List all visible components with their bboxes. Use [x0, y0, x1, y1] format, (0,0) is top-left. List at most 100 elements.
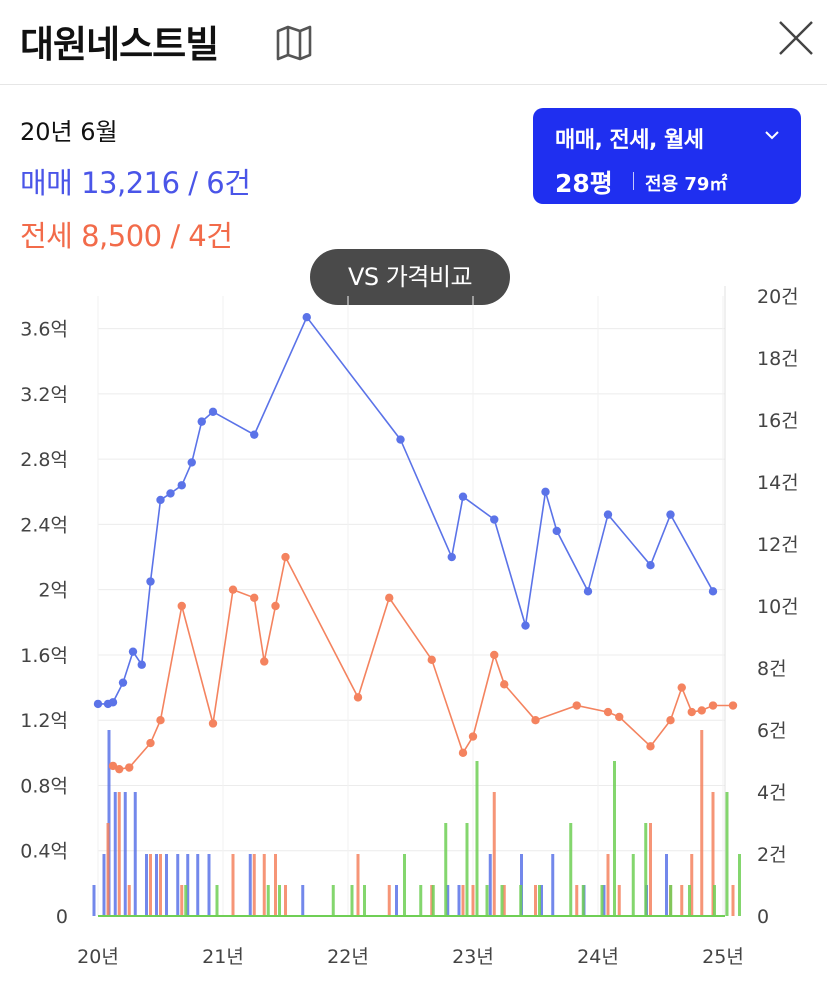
monthly_volume-bar	[581, 885, 585, 916]
trade-types-label: 매매, 전세, 월세	[555, 128, 704, 153]
y-right-tick-label: 4건	[757, 782, 787, 804]
y-right-tick-label: 10건	[757, 596, 799, 618]
jeonse_volume-bar	[575, 885, 579, 916]
y-right-tick-label: 8건	[757, 658, 787, 680]
size-label: 28평	[555, 169, 613, 198]
jeonse_volume-bar	[117, 792, 121, 916]
sale-point	[118, 678, 128, 687]
monthly_volume-bar	[485, 885, 489, 916]
divider	[633, 172, 634, 190]
jeonse-point	[427, 655, 436, 665]
monthly_volume-bar	[569, 823, 573, 916]
sale_volume-bar	[102, 854, 106, 916]
monthly_volume-bar	[350, 885, 354, 916]
y-right-tick-label: 2건	[757, 844, 787, 866]
jeonse_volume-bar	[502, 885, 506, 916]
monthly_volume-bar	[644, 823, 648, 916]
jeonse-line	[112, 554, 733, 771]
monthly_volume-bar	[669, 885, 673, 916]
sale-point	[396, 435, 405, 444]
monthly_volume-bar	[600, 885, 604, 916]
monthly_volume-bar	[465, 823, 469, 916]
sale_volume-bar	[92, 885, 96, 916]
jeonse-point	[708, 701, 718, 710]
jeonse_volume-bar	[649, 823, 652, 916]
jeonse-summary: 전세 8,500 / 4건	[20, 219, 233, 253]
monthly_volume-bar	[631, 854, 635, 916]
jeonse_volume-bar	[731, 885, 735, 916]
sale-line	[98, 315, 714, 705]
close-icon[interactable]	[772, 14, 820, 62]
jeonse_volume-bar	[231, 854, 235, 916]
jeonse-point	[697, 706, 706, 715]
jeonse-point	[500, 680, 509, 689]
jeonse_volume-bar	[606, 854, 610, 916]
sale_volume-bar	[446, 885, 450, 916]
jeonse-point	[531, 716, 540, 725]
compare-price-button[interactable]: VS 가격비교	[310, 249, 510, 305]
monthly_volume-bar	[613, 761, 616, 916]
monthly_volume-bar	[403, 854, 406, 916]
y-right-tick-label: 6건	[757, 720, 787, 742]
jeonse-point	[490, 650, 499, 660]
y-left-tick-label: 2.4억	[20, 514, 68, 536]
sale_volume-bar	[165, 854, 168, 916]
jeonse_volume-bar	[492, 792, 496, 916]
jeonse-point	[603, 707, 613, 717]
monthly_volume-bar	[519, 885, 523, 916]
monthly_volume-bar	[538, 885, 541, 916]
page-title: 대원네스트빌	[20, 23, 219, 66]
monthly_volume-bar	[331, 885, 335, 916]
sale-point	[187, 458, 196, 467]
y-right-tick-label: 14건	[757, 472, 799, 494]
jeonse_volume-bar	[534, 885, 537, 916]
sale_volume-bar	[457, 885, 461, 916]
jeonse-point	[108, 761, 118, 771]
jeonse-point	[677, 683, 686, 692]
monthly_volume-bar	[184, 885, 188, 916]
sale-point	[666, 510, 675, 519]
jeonse-point	[458, 748, 468, 758]
jeonse_volume-bar	[356, 854, 360, 916]
x-tick-label: 21년	[202, 946, 244, 968]
sale_volume-bar	[665, 854, 668, 916]
jeonse-point	[208, 719, 218, 728]
sale-point	[250, 430, 259, 439]
jeonse_volume-bar	[690, 854, 694, 916]
sale_volume-bar	[248, 854, 252, 916]
jeonse-point	[115, 764, 124, 774]
jeonse_volume-bar	[274, 854, 277, 916]
trade-filter-button[interactable]: 매매, 전세, 월세 28평 전용 79㎡	[533, 108, 801, 204]
price-chart[interactable]: 0 0.4억 0.8억 1.2억 1.6억 2억 2.4억 2.8억 3.2억 3.6억 0 2건 4건…	[0, 280, 827, 997]
jeonse-point	[281, 552, 290, 562]
y-right-tick-label: 20건	[757, 286, 799, 308]
monthly_volume-bar	[363, 885, 366, 916]
sale_volume-bar	[395, 885, 398, 916]
jeonse_volume-bar	[284, 885, 287, 916]
y-left-tick-label: 3.2억	[20, 384, 68, 406]
y-right-tick-label: 12건	[757, 534, 799, 556]
sale-point	[541, 487, 550, 496]
sale_volume-bar	[551, 854, 555, 916]
y-left-tick-label: 3.6억	[20, 319, 68, 341]
y-right-tick-label: 18건	[757, 348, 799, 370]
sale_volume-bar	[207, 854, 211, 916]
jeonse-point	[468, 732, 478, 741]
jeonse_volume-bar	[252, 854, 256, 916]
sale-point	[490, 515, 499, 524]
jeonse-point	[271, 601, 280, 611]
sale-point	[521, 621, 530, 630]
jeonse-point	[615, 712, 624, 722]
monthly_volume-bar	[500, 885, 504, 916]
jeonse-point	[177, 601, 186, 611]
sale-point	[137, 660, 146, 669]
jeonse-point	[646, 742, 655, 751]
jeonse_volume-bar	[387, 885, 391, 916]
monthly_volume-bar	[738, 854, 741, 916]
y-left-tick-label: 0.4억	[20, 841, 68, 863]
jeonse-point	[260, 657, 269, 666]
map-icon[interactable]	[272, 22, 316, 62]
y-left-tick-label: 2.8억	[20, 449, 68, 471]
sale_volume-bar	[540, 885, 543, 916]
area-label: 전용 79㎡	[645, 174, 728, 195]
